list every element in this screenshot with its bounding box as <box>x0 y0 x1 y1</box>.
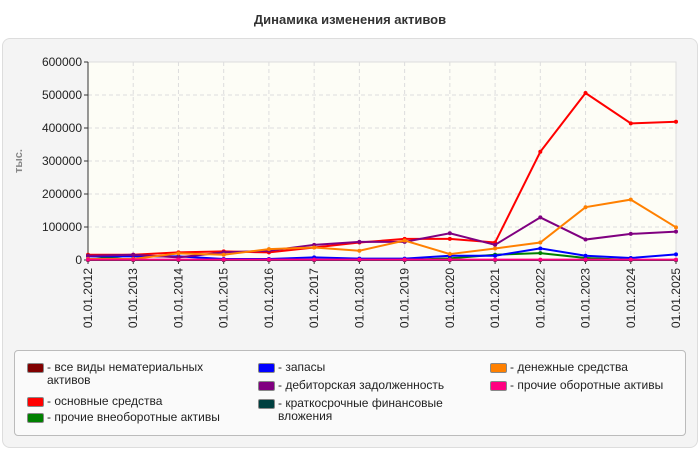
legend-item: - краткосрочные финансовые вложения <box>258 397 483 423</box>
legend-item: - основные средства <box>27 395 247 408</box>
legend: - все виды нематериальных активов - основ… <box>14 350 686 436</box>
data-point <box>583 253 588 258</box>
y-tick-label: 300000 <box>42 154 82 168</box>
x-tick-label: 01.01.2022 <box>533 268 547 328</box>
data-point <box>221 252 226 257</box>
data-point <box>447 252 452 257</box>
data-point <box>312 257 317 262</box>
data-point <box>628 257 633 262</box>
x-tick-label: 01.01.2013 <box>126 268 140 328</box>
data-point <box>583 91 588 96</box>
x-tick-label: 01.01.2015 <box>217 268 231 328</box>
data-point <box>628 121 633 126</box>
data-point <box>493 253 498 258</box>
data-point <box>538 215 543 220</box>
data-point <box>447 257 452 262</box>
series-line <box>88 91 677 256</box>
data-point <box>583 237 588 242</box>
legend-item: - все виды нематериальных активов <box>27 361 247 387</box>
data-point <box>266 257 271 262</box>
data-point <box>674 229 678 234</box>
data-point <box>628 197 633 202</box>
data-point <box>674 225 678 230</box>
data-point <box>402 238 407 243</box>
data-point <box>131 252 136 257</box>
legend-item: - запасы <box>258 361 483 374</box>
y-tick-label: 100000 <box>42 220 82 234</box>
data-point <box>538 251 543 256</box>
x-tick-label: 01.01.2012 <box>81 268 95 328</box>
x-tick-label: 01.01.2016 <box>262 268 276 328</box>
legend-swatch <box>27 397 44 407</box>
line-chart: 0 100000 200000 300000 400000 500000 600000 01.… <box>13 55 683 328</box>
data-point <box>583 205 588 210</box>
legend-swatch <box>490 363 507 373</box>
x-tick-label: 01.01.2023 <box>579 268 593 328</box>
x-tick-label: 01.01.2017 <box>307 268 321 328</box>
data-point <box>674 252 678 257</box>
x-tick-label: 01.01.2020 <box>443 268 457 328</box>
x-tick-label: 01.01.2019 <box>398 268 412 328</box>
data-point <box>447 231 452 236</box>
data-point <box>312 245 317 250</box>
x-tick-label: 01.01.2021 <box>488 268 502 328</box>
data-point <box>493 257 498 262</box>
data-point <box>357 239 362 244</box>
data-point <box>86 253 90 258</box>
legend-swatch <box>258 399 275 409</box>
data-point <box>357 248 362 253</box>
data-point <box>176 257 181 262</box>
data-point <box>402 257 407 262</box>
data-point <box>221 257 226 262</box>
legend-swatch <box>490 381 507 391</box>
series-line <box>88 198 677 261</box>
x-tick-label: 01.01.2024 <box>624 268 638 328</box>
data-point <box>266 247 271 252</box>
data-point <box>447 236 452 241</box>
data-point <box>583 257 588 262</box>
legend-swatch <box>27 413 44 423</box>
legend-label: - прочие внеоборотные активы <box>47 410 220 424</box>
legend-swatch <box>258 363 275 373</box>
data-point <box>538 149 543 154</box>
y-tick-label: 600000 <box>42 55 82 69</box>
y-tick-label: 400000 <box>42 121 82 135</box>
x-tick-label: 01.01.2014 <box>171 268 185 328</box>
legend-item: - денежные средства <box>490 361 680 374</box>
series-line <box>87 216 677 259</box>
data-point <box>357 257 362 262</box>
data-point <box>86 257 90 262</box>
legend-swatch <box>258 381 275 391</box>
legend-label: - прочие оборотные активы <box>510 378 664 392</box>
data-point <box>493 242 498 247</box>
legend-label: - денежные средства <box>510 360 628 374</box>
legend-label: - дебиторская задолженность <box>278 378 445 392</box>
legend-label: - все виды нематериальных активов <box>47 360 204 387</box>
data-point <box>538 257 543 262</box>
y-tick-label: 200000 <box>42 187 82 201</box>
legend-item: - дебиторская задолженность <box>258 379 483 392</box>
chart-title: Динамика изменения активов <box>253 12 447 27</box>
legend-swatch <box>27 363 44 373</box>
legend-label: - запасы <box>278 360 326 374</box>
data-point <box>628 231 633 236</box>
y-tick-label: 0 <box>75 253 82 267</box>
legend-item: - прочие внеоборотные активы <box>27 411 247 424</box>
data-point <box>674 257 678 262</box>
y-tick-label: 500000 <box>42 88 82 102</box>
data-point <box>493 246 498 251</box>
y-axis-label: тыс. <box>13 149 25 173</box>
legend-label: - краткосрочные финансовые вложения <box>278 396 443 423</box>
legend-label: - основные средства <box>47 394 163 408</box>
data-point <box>176 251 181 256</box>
data-point <box>674 119 678 124</box>
data-point <box>131 257 136 262</box>
data-point <box>538 246 543 251</box>
legend-item: - прочие оборотные активы <box>490 379 680 392</box>
x-tick-label: 01.01.2018 <box>352 268 366 328</box>
x-tick-label: 01.01.2025 <box>669 268 683 328</box>
data-point <box>538 240 543 245</box>
